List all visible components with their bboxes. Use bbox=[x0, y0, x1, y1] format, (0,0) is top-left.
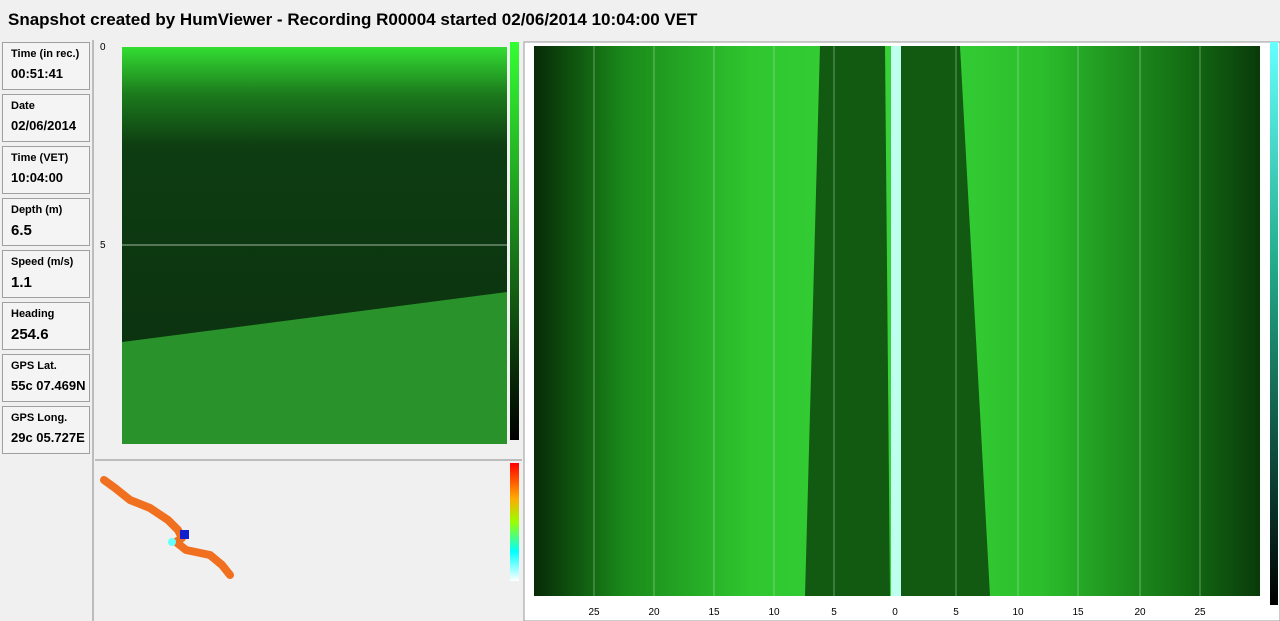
field-value: 29c 05.727E bbox=[11, 430, 85, 445]
field-value: 10:04:00 bbox=[11, 170, 64, 185]
boat-marker bbox=[180, 530, 189, 539]
field-value: 1.1 bbox=[11, 274, 32, 291]
depth-tick: 5 bbox=[100, 240, 106, 251]
range-tick: 15 bbox=[1072, 607, 1084, 618]
info-field: Time (in rec.) 00:51:41 bbox=[2, 42, 90, 90]
range-tick: 15 bbox=[708, 607, 720, 618]
info-field: Heading 254.6 bbox=[2, 302, 90, 350]
bottom-return bbox=[122, 292, 507, 444]
gps-track bbox=[100, 476, 234, 579]
water-column bbox=[805, 46, 890, 596]
field-label: Speed (m/s) bbox=[11, 256, 74, 268]
colorbar bbox=[1270, 42, 1278, 605]
info-field: GPS Long. 29c 05.727E bbox=[2, 406, 90, 454]
range-tick: 10 bbox=[768, 607, 780, 618]
field-value: 55c 07.469N bbox=[11, 378, 86, 393]
field-value: 00:51:41 bbox=[11, 66, 64, 81]
range-tick: 5 bbox=[831, 607, 837, 618]
range-tick: 5 bbox=[953, 607, 959, 618]
field-value: 02/06/2014 bbox=[11, 118, 77, 133]
field-label: Heading bbox=[11, 308, 55, 320]
track-point bbox=[168, 538, 176, 546]
range-tick: 0 bbox=[892, 607, 898, 618]
field-label: GPS Long. bbox=[11, 412, 68, 424]
nadir bbox=[891, 46, 901, 596]
window-title: Snapshot created by HumViewer - Recordin… bbox=[8, 10, 698, 29]
water-column bbox=[900, 46, 990, 596]
range-tick: 25 bbox=[588, 607, 600, 618]
field-value: 6.5 bbox=[11, 222, 32, 239]
colorbar bbox=[510, 42, 519, 440]
info-field: Depth (m) 6.5 bbox=[2, 198, 90, 246]
depth-tick: 0 bbox=[100, 42, 106, 53]
info-field: Speed (m/s) 1.1 bbox=[2, 250, 90, 298]
range-tick: 20 bbox=[648, 607, 660, 618]
field-label: GPS Lat. bbox=[11, 360, 57, 372]
range-tick: 25 bbox=[1194, 607, 1206, 618]
field-label: Time (in rec.) bbox=[11, 48, 80, 60]
colorbar bbox=[510, 463, 519, 581]
info-field: Time (VET) 10:04:00 bbox=[2, 146, 90, 194]
info-field: GPS Lat. 55c 07.469N bbox=[2, 354, 90, 402]
range-tick: 20 bbox=[1134, 607, 1146, 618]
field-value: 254.6 bbox=[11, 326, 49, 343]
info-field: Date 02/06/2014 bbox=[2, 94, 90, 142]
range-tick: 10 bbox=[1012, 607, 1024, 618]
field-label: Time (VET) bbox=[11, 152, 69, 164]
field-label: Depth (m) bbox=[11, 204, 63, 216]
field-label: Date bbox=[11, 100, 35, 112]
